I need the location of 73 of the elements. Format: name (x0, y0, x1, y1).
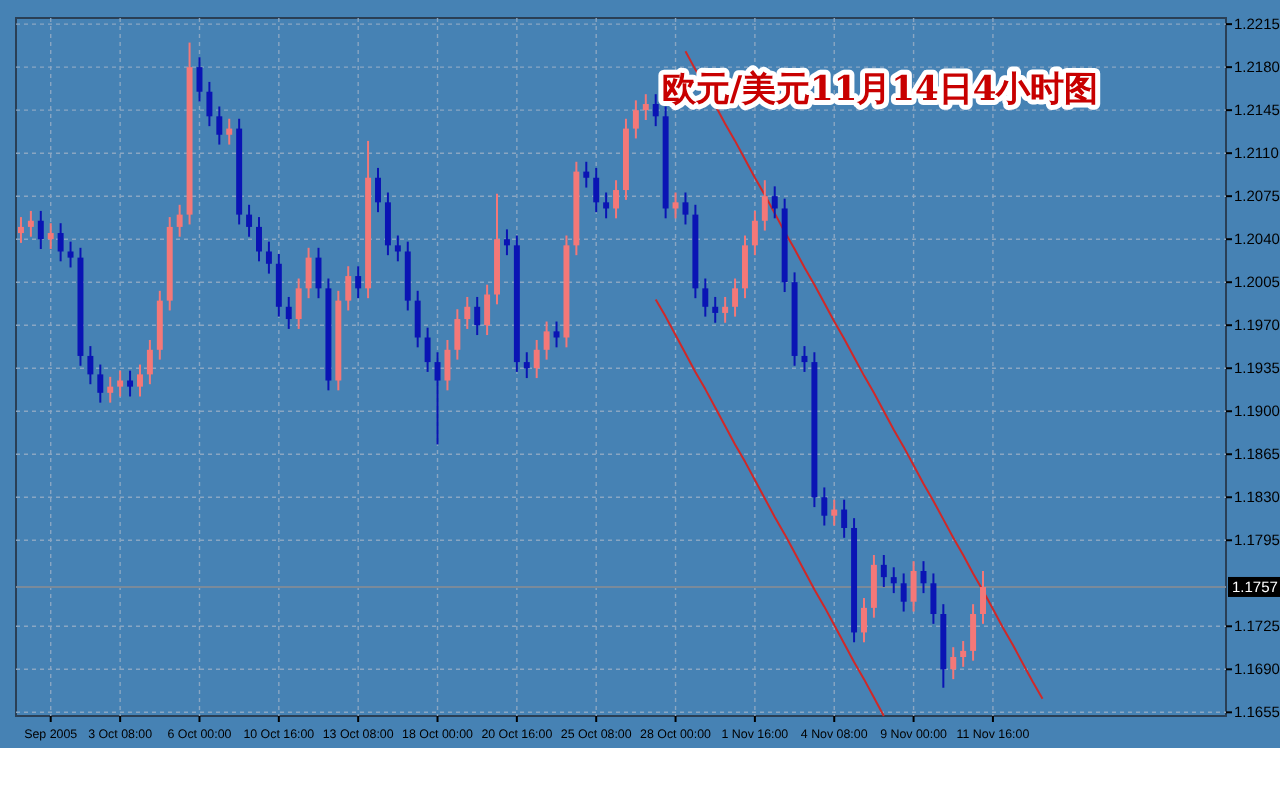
candlestick (226, 117, 233, 146)
candlestick (880, 554, 887, 588)
candlestick (305, 246, 312, 300)
candlestick (216, 105, 223, 146)
candlestick (771, 185, 778, 220)
candlestick (980, 569, 986, 625)
candlestick (761, 179, 768, 232)
candlestick (712, 295, 719, 324)
candlestick (384, 191, 391, 257)
line-series (654, 298, 885, 717)
candlestick (424, 326, 431, 373)
candlestick (27, 209, 34, 238)
candlestick (533, 338, 540, 380)
candlestick (861, 597, 867, 644)
candlestick (414, 289, 421, 349)
candlestick (900, 572, 907, 613)
candlestick (275, 252, 282, 318)
candlestick (256, 216, 262, 263)
candlestick (632, 99, 639, 140)
candlestick (613, 179, 620, 220)
candlestick (176, 203, 183, 238)
candlestick (87, 345, 94, 386)
candlestick (47, 222, 54, 251)
candlestick (57, 222, 64, 263)
candlestick (543, 320, 550, 361)
candlestick (553, 320, 560, 349)
candlestick (127, 369, 134, 398)
candlestick (950, 646, 957, 681)
candlestick (870, 554, 877, 619)
candlestick (603, 191, 610, 220)
candlestick (751, 209, 758, 257)
candlestick (117, 369, 124, 398)
candlestick (265, 240, 272, 275)
candlestick (831, 498, 838, 527)
candlestick (37, 209, 44, 251)
candlestick (722, 295, 729, 324)
candlestick (642, 93, 649, 121)
candlestick (137, 363, 143, 398)
candlestick (17, 216, 24, 244)
candlestick (464, 295, 471, 330)
candlestick (910, 560, 917, 613)
candlestick (652, 93, 659, 128)
candlestick (890, 566, 897, 595)
candlestick (672, 191, 679, 220)
candlestick (523, 351, 530, 380)
candlestick (503, 228, 510, 257)
candlestick (146, 338, 153, 386)
candlestick (107, 375, 114, 404)
candlestick (375, 166, 381, 214)
candlestick (930, 572, 937, 625)
candlestick (841, 498, 848, 539)
candlestick (682, 191, 689, 226)
candlestick (444, 338, 451, 392)
candlestick (67, 240, 74, 269)
candlestick (295, 277, 302, 330)
candlestick (246, 203, 253, 238)
candlestick (394, 234, 401, 263)
candlestick (454, 308, 461, 361)
candlestick (484, 283, 491, 337)
candlestick (970, 603, 977, 662)
candlestick (206, 80, 213, 128)
candlestick (821, 486, 828, 527)
candlestick (960, 640, 967, 668)
candlestick (742, 234, 748, 300)
candlestick (97, 363, 104, 404)
candlestick (702, 277, 709, 318)
candlestick (355, 265, 362, 300)
candlestick (285, 295, 292, 330)
candlestick (732, 277, 739, 318)
candlestick (583, 160, 590, 189)
candlestick (474, 295, 481, 337)
candlestick (593, 166, 600, 214)
candlestick (345, 265, 352, 312)
